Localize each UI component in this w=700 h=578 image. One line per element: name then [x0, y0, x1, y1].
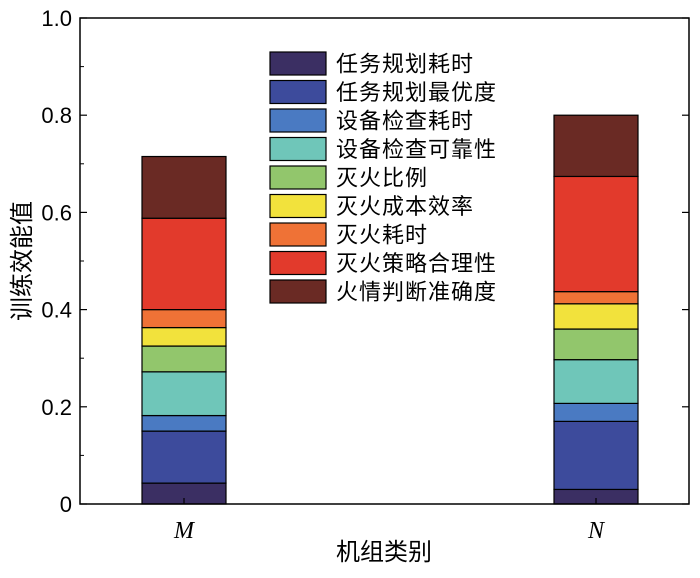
legend-swatch-6: [269, 222, 327, 247]
bar-segment-M-4: [141, 345, 227, 373]
y-tick-label-3: 0.6: [41, 200, 72, 225]
y-tick-label-5: 1.0: [41, 6, 72, 31]
x-tick-label-N: N: [587, 518, 606, 544]
bar-segment-M-2: [141, 414, 227, 432]
bar-segment-N-4: [553, 328, 639, 361]
legend-label-1: 任务规划最优度: [336, 81, 497, 106]
bar-segment-N-8: [553, 114, 639, 178]
legend-label-8: 火情判断准确度: [336, 281, 497, 306]
bar-segment-M-1: [141, 430, 227, 484]
legend-label-0: 任务规划耗时: [336, 53, 474, 78]
bar-segment-N-3: [553, 359, 639, 404]
bar-segment-M-3: [141, 371, 227, 417]
ticks-layer: M N 0 0.2 0.4 0.6 0.8 1.0: [41, 6, 689, 544]
bar-segment-N-6: [553, 291, 639, 305]
y-tick-label-0: 0: [60, 492, 72, 517]
legend-label-4: 灭火比例: [336, 167, 428, 192]
bar-segment-N-7: [553, 175, 639, 293]
bar-segment-M-6: [141, 309, 227, 329]
legend-swatch-8: [269, 279, 327, 304]
legend: 任务规划耗时任务规划最优度设备检查耗时设备检查可靠性灭火比例灭火成本效率灭火耗时…: [269, 51, 497, 306]
legend-label-7: 灭火策略合理性: [336, 252, 497, 277]
y-axis-title: 训练效能值: [8, 201, 36, 321]
bar-segment-N-2: [553, 402, 639, 422]
x-tick-label-M: M: [173, 518, 196, 544]
y-tick-label-2: 0.4: [41, 298, 72, 323]
legend-label-6: 灭火耗时: [336, 224, 428, 249]
legend-swatch-4: [269, 165, 327, 190]
legend-swatch-0: [269, 51, 327, 76]
bar-segment-N-1: [553, 420, 639, 491]
bar-segment-M-7: [141, 217, 227, 311]
legend-label-5: 灭火成本效率: [336, 195, 474, 220]
y-tick-label-4: 0.8: [41, 103, 72, 128]
legend-swatch-7: [269, 250, 327, 276]
legend-swatch-5: [269, 193, 327, 219]
y-tick-label-1: 0.2: [41, 395, 72, 420]
bar-segment-N-5: [553, 303, 639, 330]
legend-swatch-1: [269, 79, 327, 105]
legend-label-3: 设备检查可靠性: [336, 138, 497, 163]
legend-label-2: 设备检查耗时: [336, 110, 474, 135]
legend-swatch-2: [269, 108, 327, 133]
x-axis-title: 机组类别: [336, 538, 432, 566]
legend-swatch-3: [269, 136, 327, 162]
bars-layer: [141, 114, 639, 505]
bar-segment-M-5: [141, 326, 227, 347]
bar-segment-M-8: [141, 155, 227, 219]
